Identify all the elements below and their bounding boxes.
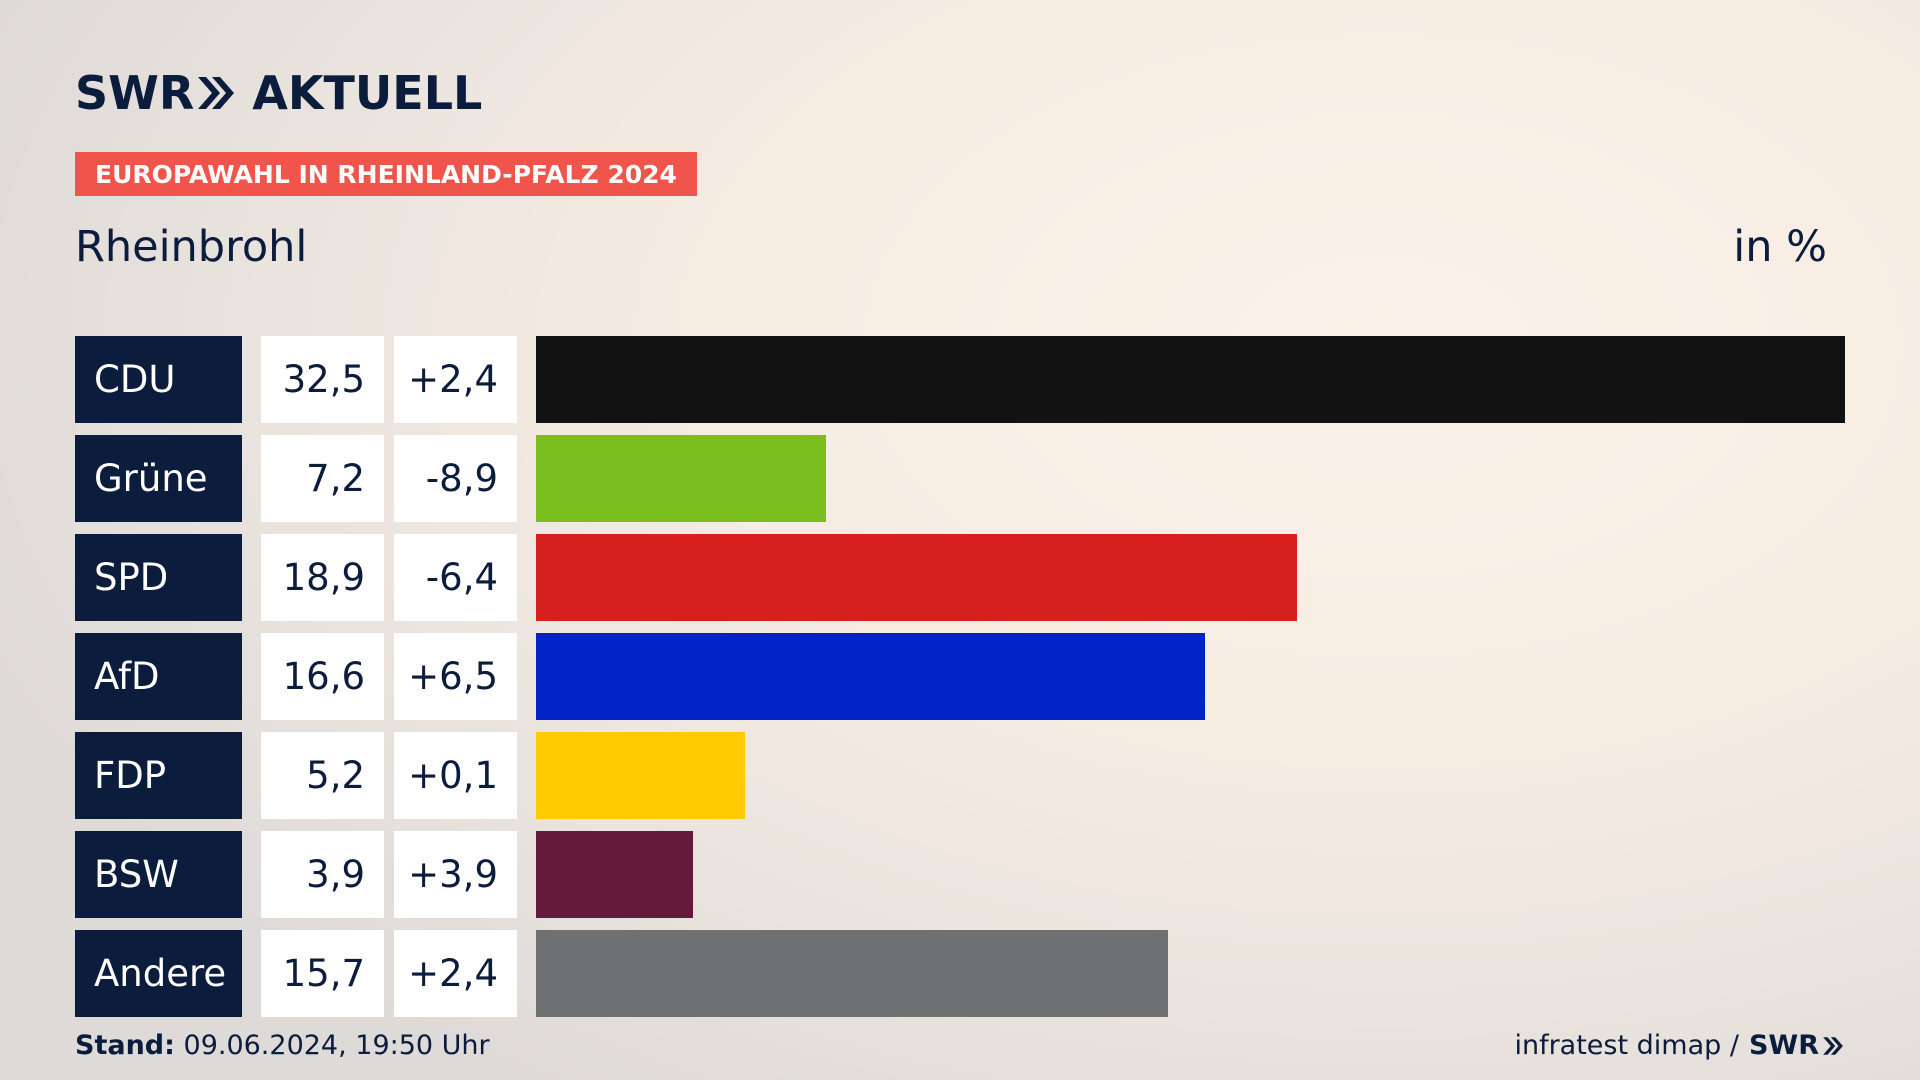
party-label: CDU (75, 336, 242, 423)
vote-share-value: 7,2 (261, 435, 384, 522)
vote-share-bar (536, 831, 693, 918)
vote-change-value: +3,9 (394, 831, 517, 918)
vote-share-value: 5,2 (261, 732, 384, 819)
vote-share-bar (536, 336, 1845, 423)
vote-share-bar (536, 930, 1168, 1017)
vote-change-value: +6,5 (394, 633, 517, 720)
result-row: SPD 18,9 -6,4 (75, 534, 1845, 621)
vote-change-value: +0,1 (394, 732, 517, 819)
source-credit: infratest dimap / SWR (1514, 1030, 1844, 1061)
stand-value: 09.06.2024, 19:50 Uhr (183, 1030, 490, 1061)
vote-change-value: -6,4 (394, 534, 517, 621)
vote-share-bar (536, 534, 1297, 621)
vote-change-value: -8,9 (394, 435, 517, 522)
vote-change-value: +2,4 (394, 336, 517, 423)
party-label: Andere (75, 930, 242, 1017)
result-row: Grüne 7,2 -8,9 (75, 435, 1845, 522)
vote-share-value: 15,7 (261, 930, 384, 1017)
timestamp: Stand: 09.06.2024, 19:50 Uhr (75, 1030, 490, 1061)
party-label: Grüne (75, 435, 242, 522)
party-label: BSW (75, 831, 242, 918)
swr-aktuell-logo: SWR AKTUELL (75, 66, 482, 120)
unit-label: in % (1733, 222, 1827, 272)
result-row: FDP 5,2 +0,1 (75, 732, 1845, 819)
vote-change-value: +2,4 (394, 930, 517, 1017)
vote-share-bar (536, 633, 1205, 720)
result-row: BSW 3,9 +3,9 (75, 831, 1845, 918)
party-label: AfD (75, 633, 242, 720)
source-brand-text: SWR (1748, 1030, 1819, 1061)
result-row: Andere 15,7 +2,4 (75, 930, 1845, 1017)
logo-swr: SWR (75, 66, 195, 120)
vote-share-value: 3,9 (261, 831, 384, 918)
election-badge: EUROPAWAHL IN RHEINLAND-PFALZ 2024 (75, 152, 697, 196)
vote-share-bar (536, 435, 826, 522)
result-row: AfD 16,6 +6,5 (75, 633, 1845, 720)
result-row: CDU 32,5 +2,4 (75, 336, 1845, 423)
source-brand: SWR (1749, 1030, 1844, 1061)
source-text: infratest dimap / (1514, 1030, 1739, 1061)
stand-label: Stand: (75, 1030, 175, 1061)
double-chevron-icon (196, 75, 236, 111)
vote-share-bar (536, 732, 745, 819)
double-chevron-icon (1822, 1036, 1844, 1056)
vote-share-value: 16,6 (261, 633, 384, 720)
vote-share-value: 18,9 (261, 534, 384, 621)
logo-aktuell: AKTUELL (252, 66, 483, 120)
party-label: FDP (75, 732, 242, 819)
chart-subtitle: Rheinbrohl (75, 222, 308, 272)
vote-share-value: 32,5 (261, 336, 384, 423)
party-label: SPD (75, 534, 242, 621)
